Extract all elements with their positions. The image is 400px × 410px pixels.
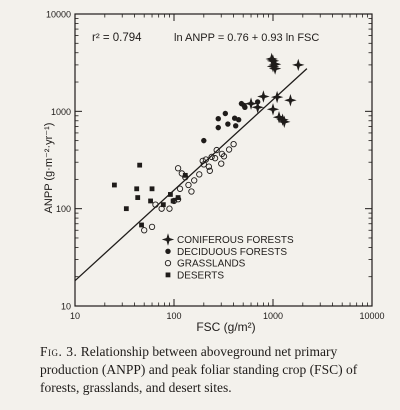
- desertspoint: [134, 186, 140, 192]
- coniferous-forestspoint: [270, 90, 284, 104]
- deciduous-forestspoint: [254, 99, 261, 105]
- grasslandspoint: [176, 185, 184, 192]
- grasslandspoint: [196, 171, 203, 178]
- coniferous-forestspoint: [284, 94, 297, 107]
- x-axis-label: FSC (g/m²): [196, 320, 255, 334]
- coniferous-forestspoint: [268, 62, 282, 75]
- desertspoint: [182, 172, 188, 178]
- coniferous-forestspoint: [292, 58, 305, 72]
- coniferous-forestspoint: [257, 90, 270, 103]
- deciduous-forestspoint: [222, 110, 229, 117]
- desertspoint: [148, 198, 153, 204]
- desertspoint: [111, 182, 117, 188]
- desertspoint: [123, 206, 129, 212]
- coniferous-forestspoint: [244, 97, 258, 110]
- grasslandspoint: [188, 188, 195, 195]
- desertspoint: [168, 192, 173, 197]
- coniferous-forestspoint: [276, 113, 289, 126]
- regression-line: [74, 68, 308, 282]
- grasslandspoint: [141, 227, 148, 234]
- x-tick-label: 10000: [359, 311, 384, 321]
- y-tick-label: 10: [61, 302, 71, 312]
- desertspoint: [170, 198, 176, 204]
- plot-border: [74, 13, 373, 307]
- chart-svg: 10 100 1000 10000 10 100 1000 10000 CONIFEROUS…: [43, 10, 385, 335]
- coniferous-forestspoint: [251, 101, 264, 114]
- desertspoint: [135, 195, 141, 200]
- grasslandspoint: [199, 157, 206, 164]
- figure-caption: Fig. 3. Relationship between aboveground…: [40, 343, 390, 397]
- grasslandspoint: [148, 223, 156, 231]
- y-axis: 10 100 1000 10000: [46, 10, 372, 312]
- desertspoint: [160, 202, 166, 208]
- y-tick-label: 100: [56, 204, 71, 214]
- grasslandspoint: [206, 167, 213, 174]
- legend-marker: [165, 248, 171, 254]
- coniferous-forestspoint: [272, 111, 286, 124]
- grasslandspoint: [174, 165, 182, 172]
- y-axis-label: ANPP (g·m⁻²·yr⁻¹): [43, 123, 55, 214]
- grasslandspoint: [191, 177, 198, 184]
- r-squared-annotation: r² = 0.794: [92, 32, 142, 44]
- grasslandspoint: [213, 146, 220, 154]
- coniferous-forestspoint: [266, 60, 280, 73]
- grasslandspoint: [202, 156, 210, 163]
- legend-label: GRASSLANDS: [177, 259, 246, 270]
- y-tick-label: 10000: [46, 10, 71, 20]
- caption-label: Fig. 3.: [40, 344, 78, 359]
- grasslandspoint: [152, 201, 159, 208]
- x-tick-label: 1000: [263, 311, 283, 321]
- grasslandspoint: [185, 181, 192, 189]
- x-tick-label: 10: [70, 311, 80, 321]
- grasslandspoint: [225, 146, 233, 153]
- x-axis: 10 100 1000 10000: [70, 14, 385, 321]
- deciduous-forestspoint: [242, 104, 248, 111]
- grasslandspoint: [211, 155, 219, 162]
- grasslandspoint: [218, 160, 225, 167]
- grasslandspoint: [230, 141, 237, 148]
- legend-marker: [164, 259, 172, 267]
- coniferous-forestspoint: [265, 52, 278, 66]
- plot-frame: [74, 13, 373, 307]
- deciduous-forestspoint: [215, 116, 221, 122]
- grasslandspoint: [208, 153, 215, 161]
- legend-label: DECIDUOUS FORESTS: [177, 247, 287, 258]
- deciduous-forestspoint: [215, 124, 221, 131]
- coniferous-forestspoint: [278, 115, 291, 129]
- grasslandspoint: [220, 153, 228, 160]
- equation-annotation: ln ANPP = 0.76 + 0.93 ln FSC: [174, 32, 319, 44]
- legend-label: DESERTS: [177, 270, 224, 281]
- caption-text: Relationship between aboveground net pri…: [40, 344, 358, 395]
- deciduous-forestspoint: [201, 137, 207, 144]
- deciduous-forestspoint: [235, 117, 242, 123]
- coniferous-forestspoint: [266, 103, 280, 116]
- legend-marker: [165, 272, 171, 278]
- x-tick-label: 100: [166, 311, 181, 321]
- deciduous-forestspoint: [225, 121, 231, 127]
- y-tick-label: 1000: [51, 107, 71, 117]
- scatter-chart: 10 100 1000 10000 10 100 1000 10000 CONIFEROUS…: [43, 10, 385, 335]
- data-points: [111, 52, 305, 234]
- desertspoint: [137, 162, 143, 168]
- grasslandspoint: [205, 163, 213, 170]
- legend-label: CONIFEROUS FORESTS: [177, 235, 294, 246]
- desertspoint: [139, 222, 144, 228]
- grasslandspoint: [166, 205, 173, 212]
- legend-marker: [161, 233, 175, 246]
- fit-line: [74, 68, 308, 282]
- deciduous-forestspoint: [233, 123, 239, 129]
- desertspoint: [175, 195, 181, 200]
- desertspoint: [149, 186, 155, 192]
